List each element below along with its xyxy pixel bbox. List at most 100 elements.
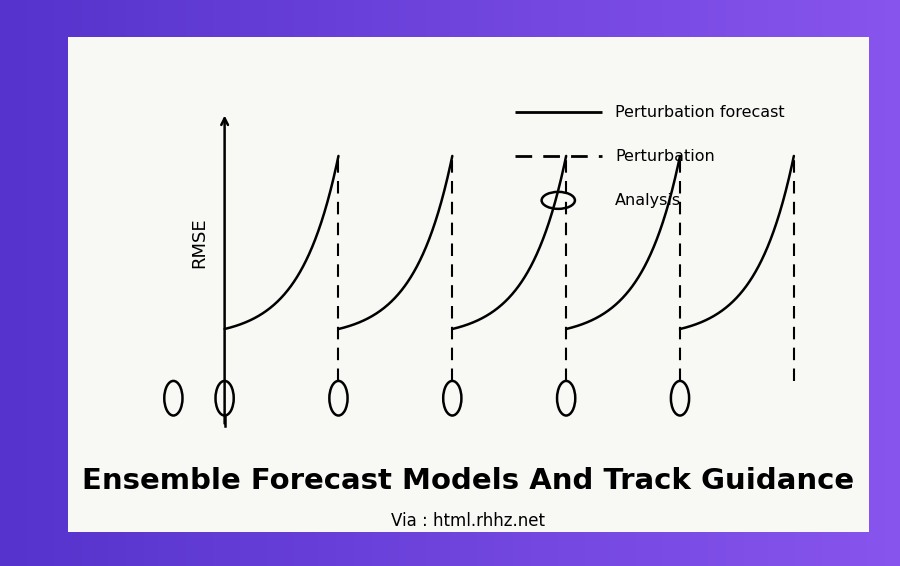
Bar: [486, 0, 489, 566]
Bar: [168, 0, 171, 566]
Bar: [660, 0, 663, 566]
Bar: [435, 0, 438, 566]
Bar: [828, 0, 831, 566]
Bar: [291, 0, 294, 566]
Bar: [837, 0, 840, 566]
Bar: [531, 0, 534, 566]
Bar: [501, 0, 504, 566]
Bar: [666, 0, 669, 566]
Bar: [213, 0, 216, 566]
Bar: [396, 0, 399, 566]
Bar: [804, 0, 807, 566]
Bar: [141, 0, 144, 566]
Bar: [693, 0, 696, 566]
Bar: [888, 0, 891, 566]
Bar: [879, 0, 882, 566]
Bar: [225, 0, 228, 566]
Bar: [393, 0, 396, 566]
Bar: [198, 0, 201, 566]
Bar: [96, 0, 99, 566]
Bar: [507, 0, 510, 566]
Bar: [684, 0, 687, 566]
Bar: [510, 0, 513, 566]
Bar: [696, 0, 699, 566]
Bar: [57, 0, 60, 566]
Bar: [258, 0, 261, 566]
Bar: [117, 0, 120, 566]
Bar: [720, 0, 723, 566]
Bar: [699, 0, 702, 566]
Bar: [537, 0, 540, 566]
Bar: [627, 0, 630, 566]
Bar: [873, 0, 876, 566]
Bar: [534, 0, 537, 566]
Bar: [312, 0, 315, 566]
Bar: [72, 0, 75, 566]
Bar: [783, 0, 786, 566]
Bar: [195, 0, 198, 566]
Bar: [252, 0, 255, 566]
Bar: [459, 0, 462, 566]
Bar: [108, 0, 111, 566]
Bar: [516, 0, 519, 566]
Bar: [84, 0, 87, 566]
Bar: [639, 0, 642, 566]
Bar: [54, 0, 57, 566]
Bar: [651, 0, 654, 566]
Bar: [867, 0, 870, 566]
Bar: [246, 0, 249, 566]
Bar: [144, 0, 147, 566]
Bar: [228, 0, 231, 566]
Bar: [123, 0, 126, 566]
Text: Analysis: Analysis: [615, 193, 681, 208]
Bar: [369, 0, 372, 566]
Bar: [6, 0, 9, 566]
Bar: [885, 0, 888, 566]
Bar: [762, 0, 765, 566]
Bar: [732, 0, 735, 566]
Bar: [690, 0, 693, 566]
Bar: [840, 0, 843, 566]
Bar: [453, 0, 456, 566]
Bar: [201, 0, 204, 566]
Bar: [708, 0, 711, 566]
Bar: [591, 0, 594, 566]
Bar: [222, 0, 225, 566]
Bar: [270, 0, 273, 566]
Bar: [549, 0, 552, 566]
Bar: [219, 0, 222, 566]
Bar: [405, 0, 408, 566]
Bar: [615, 0, 618, 566]
Bar: [3, 0, 6, 566]
Text: Perturbation forecast: Perturbation forecast: [615, 105, 785, 119]
Bar: [705, 0, 708, 566]
Bar: [156, 0, 159, 566]
Bar: [174, 0, 177, 566]
Bar: [150, 0, 153, 566]
Bar: [330, 0, 333, 566]
Bar: [786, 0, 789, 566]
Bar: [426, 0, 429, 566]
Bar: [273, 0, 276, 566]
Bar: [30, 0, 33, 566]
Bar: [441, 0, 444, 566]
Bar: [336, 0, 339, 566]
Bar: [759, 0, 762, 566]
Bar: [528, 0, 531, 566]
Bar: [657, 0, 660, 566]
Bar: [303, 0, 306, 566]
Bar: [360, 0, 363, 566]
Bar: [567, 0, 570, 566]
Bar: [525, 0, 528, 566]
Bar: [447, 0, 450, 566]
Bar: [723, 0, 726, 566]
Bar: [861, 0, 864, 566]
Bar: [45, 0, 48, 566]
Bar: [846, 0, 849, 566]
Bar: [66, 0, 69, 566]
Bar: [81, 0, 84, 566]
Bar: [120, 0, 123, 566]
Bar: [192, 0, 195, 566]
Bar: [714, 0, 717, 566]
Bar: [177, 0, 180, 566]
